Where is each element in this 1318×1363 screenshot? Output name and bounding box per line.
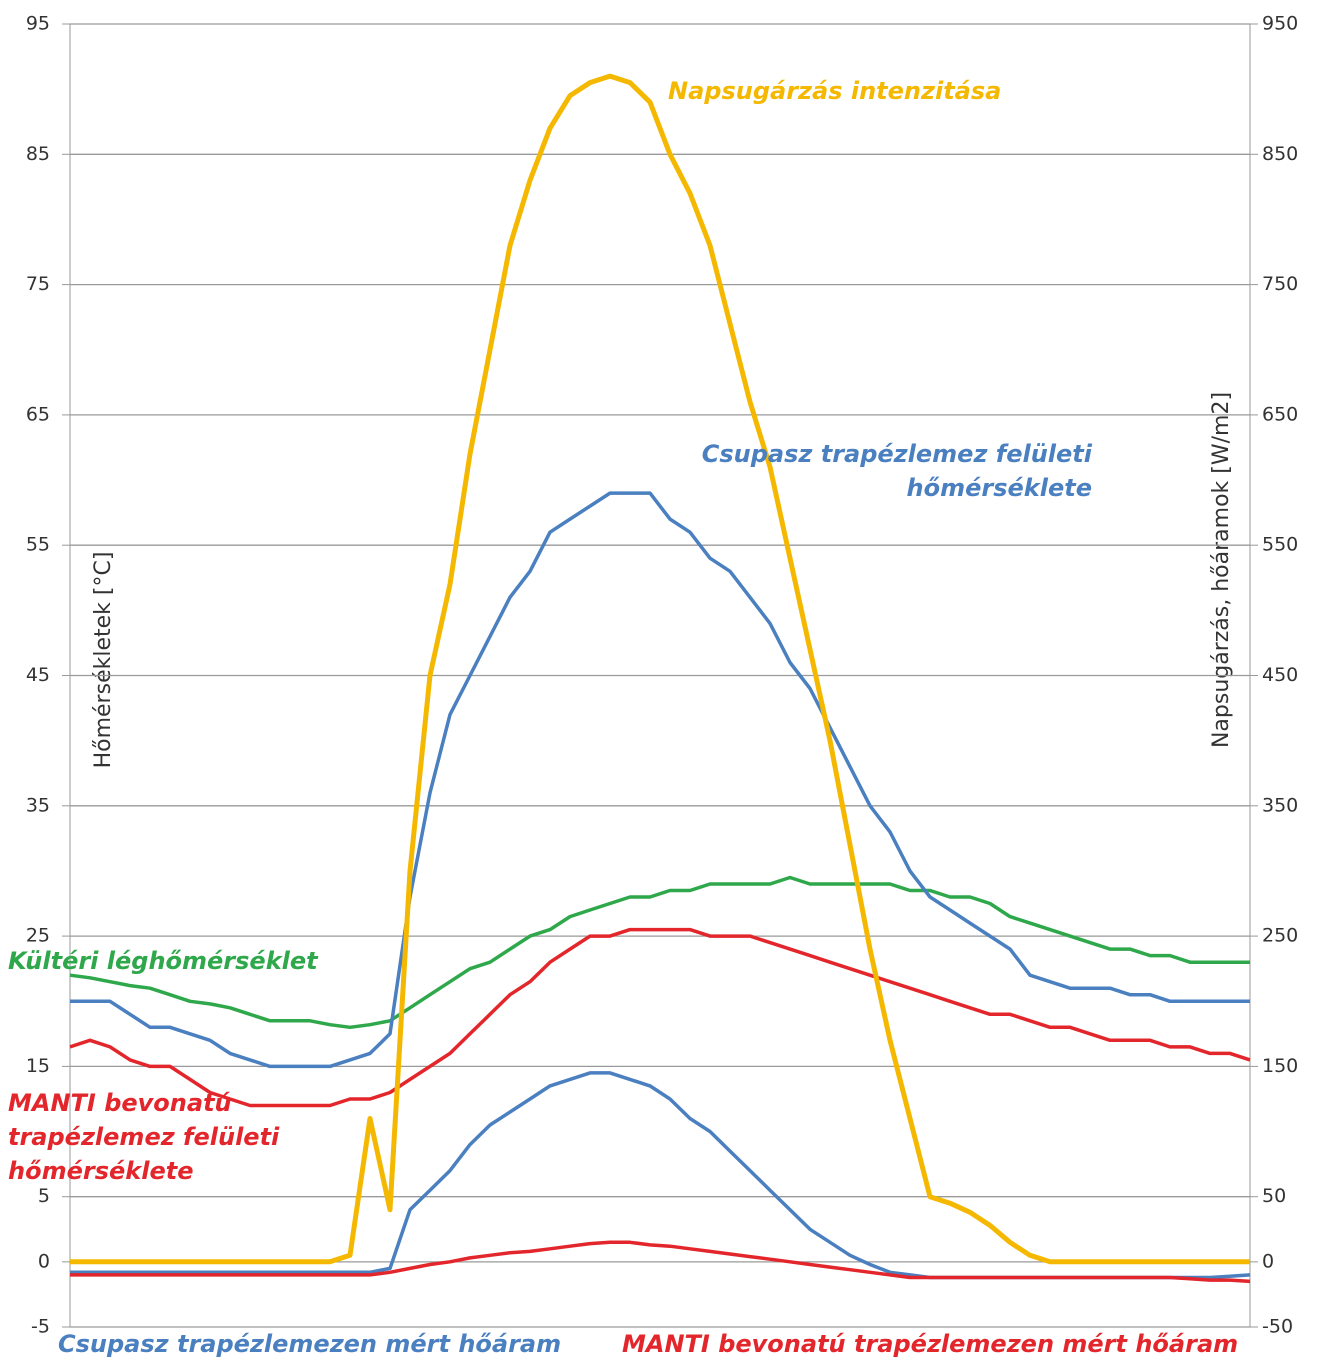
series-line: [70, 73, 1250, 1265]
y2-tick-label: 750: [1262, 273, 1298, 295]
series-label: MANTI bevonatú trapézlemez felületi hőmé…: [8, 1089, 280, 1185]
y2-tick-label: 150: [1262, 1055, 1298, 1077]
series-label: Csupasz trapézlemez felületi hőmérséklet…: [701, 440, 1092, 502]
y-tick-label: 45: [26, 664, 50, 686]
series-line: [69, 875, 1250, 1030]
y-tick-label: 65: [26, 403, 50, 425]
series-label: Kültéri léghőmérséklet: [8, 947, 318, 975]
y-tick-label: 35: [26, 794, 50, 816]
series-label: MANTI bevonatú trapézlemezen mért hőáram: [622, 1330, 1239, 1358]
y-tick-label: 95: [26, 13, 50, 35]
y-tick-label: 15: [26, 1055, 50, 1077]
y2-tick-label: 950: [1262, 13, 1298, 35]
series-line: [70, 491, 1250, 1069]
series-label: Napsugárzás intenzitása: [668, 77, 1002, 105]
y-axis-label: Hőmérsékletek [°C]: [91, 552, 116, 769]
y2-tick-label: 850: [1262, 143, 1298, 165]
y-tick-label: 75: [26, 273, 50, 295]
y2-tick-label: 650: [1262, 403, 1298, 425]
series-line: [69, 927, 1251, 1108]
y2-tick-label: 0: [1262, 1250, 1274, 1272]
grid: [70, 23, 1250, 1328]
y-tick-label: 85: [26, 143, 50, 165]
y-tick-label: -5: [31, 1316, 50, 1338]
y-tick-label: 5: [38, 1185, 50, 1207]
series-label: Csupasz trapézlemezen mért hőáram: [58, 1330, 562, 1358]
y2-tick-label: 350: [1262, 794, 1298, 816]
y-tick-label: 25: [26, 925, 50, 947]
y2-tick-label: 550: [1262, 534, 1298, 556]
y2-tick-label: 450: [1262, 664, 1298, 686]
y-tick-label: 55: [26, 534, 50, 556]
y2-tick-label: 50: [1262, 1185, 1286, 1207]
y2-tick-label: 250: [1262, 925, 1298, 947]
series-line: [70, 1240, 1251, 1284]
y-tick-label: 0: [38, 1250, 50, 1272]
y2-axis-label: Napsugárzás, hőáramok [W/m2]: [1209, 392, 1234, 748]
y2-tick-label: -50: [1262, 1316, 1293, 1338]
